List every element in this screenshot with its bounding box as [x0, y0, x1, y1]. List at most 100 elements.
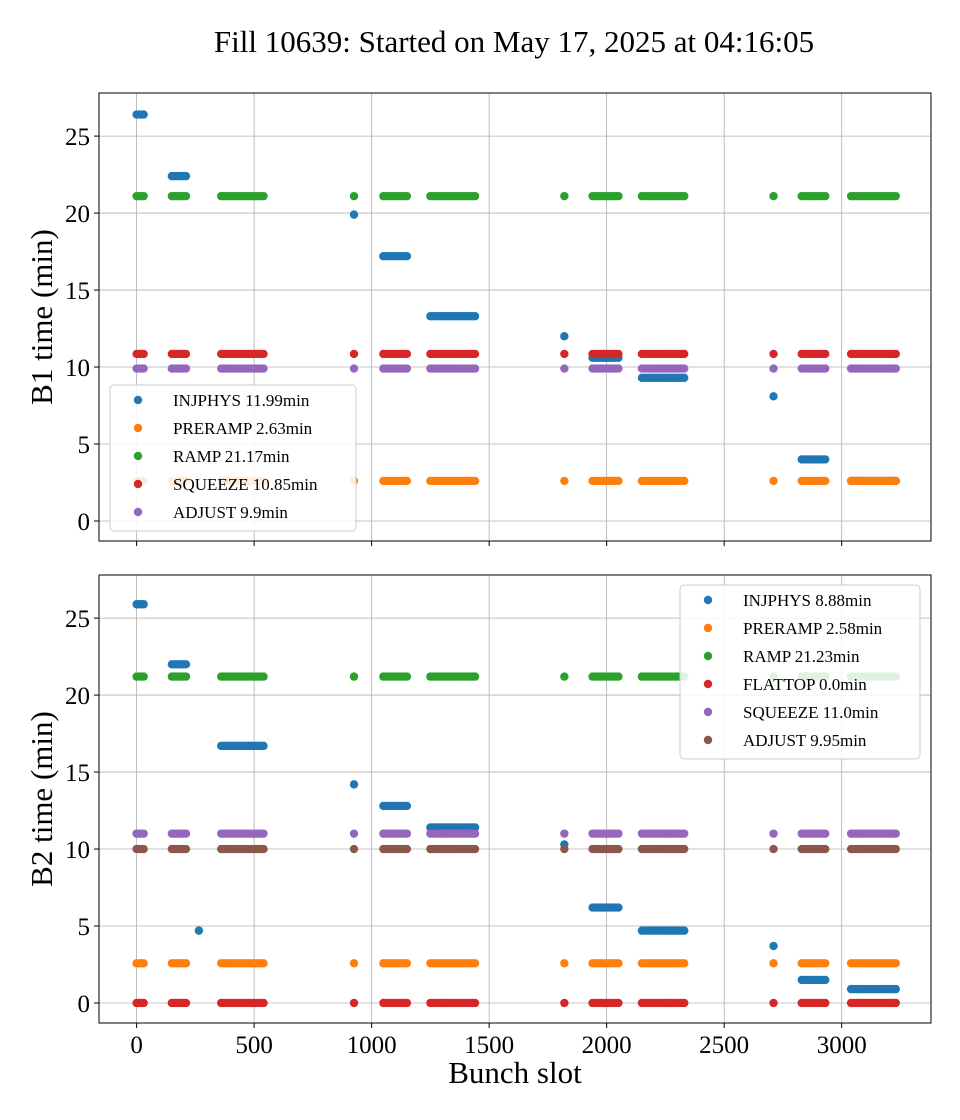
series-4 [132, 829, 900, 838]
legend-label: SQUEEZE 10.85min [173, 475, 318, 494]
data-point [821, 476, 830, 486]
data-point [181, 191, 191, 201]
data-point [680, 364, 689, 373]
data-point [769, 364, 778, 373]
x-tick-label: 2000 [582, 1032, 632, 1059]
data-point [402, 998, 412, 1008]
y-tick-label: 10 [65, 837, 90, 864]
axes-frame [98, 574, 932, 1024]
data-point [680, 191, 689, 201]
data-point [891, 998, 900, 1008]
data-point [139, 959, 148, 968]
data-point [614, 959, 623, 968]
data-point [680, 844, 689, 854]
data-point [680, 373, 689, 383]
y-tick-label: 20 [65, 683, 90, 710]
legend-marker [703, 679, 713, 689]
data-point [194, 926, 204, 935]
legend: INJPHYS 11.99min PRERAMP 2.63min RAMP 21.1… [109, 384, 357, 532]
series-5 [132, 844, 900, 854]
legend-label: ADJUST 9.9min [173, 503, 288, 522]
data-point [470, 349, 480, 359]
data-point [139, 364, 148, 373]
legend-label: INJPHYS 8.88min [743, 591, 872, 610]
x-tick-label: 1000 [347, 1032, 397, 1059]
y-tick-label: 0 [78, 509, 91, 536]
data-point [680, 476, 689, 486]
data-point [402, 191, 412, 201]
data-point [821, 998, 830, 1008]
data-point [891, 844, 900, 854]
data-point [402, 364, 412, 373]
data-point [470, 672, 480, 681]
legend-marker [703, 623, 713, 633]
data-point [614, 829, 623, 838]
data-point [614, 476, 623, 486]
data-point [614, 191, 623, 201]
data-point [769, 476, 778, 486]
data-point [769, 959, 778, 968]
legend-label: ADJUST 9.95min [743, 731, 867, 750]
legend-marker [133, 479, 143, 489]
data-point [680, 349, 689, 359]
data-point [259, 741, 268, 751]
axes-frame [98, 92, 932, 542]
data-point [891, 364, 900, 373]
legend-marker [703, 651, 713, 661]
legend-label: FLATTOP 0.0min [743, 675, 867, 694]
data-point [821, 829, 830, 838]
data-point [560, 364, 569, 373]
data-point [349, 844, 359, 854]
data-point [139, 349, 148, 359]
data-point [560, 844, 569, 854]
series-1 [132, 959, 900, 968]
data-point [402, 829, 412, 838]
data-point [560, 476, 569, 486]
y-tick-label: 5 [78, 914, 91, 941]
data-point [349, 829, 359, 838]
data-point [349, 210, 359, 219]
legend-marker [133, 423, 143, 433]
data-point [821, 349, 830, 359]
legend-marker [133, 451, 143, 461]
data-point [821, 191, 830, 201]
data-point [259, 672, 268, 681]
series-4 [132, 364, 900, 373]
data-point [891, 959, 900, 968]
data-point [181, 959, 191, 968]
legend-label: RAMP 21.17min [173, 447, 290, 466]
x-tick-label: 3000 [817, 1032, 867, 1059]
data-point [680, 959, 689, 968]
data-point [560, 332, 569, 341]
series-3 [132, 998, 900, 1008]
data-point [349, 349, 359, 359]
data-point [614, 364, 623, 373]
data-point [891, 349, 900, 359]
data-point [259, 349, 268, 359]
data-point [821, 959, 830, 968]
data-point [769, 191, 778, 201]
legend-marker [133, 395, 143, 405]
data-point [769, 998, 778, 1008]
y-tick-label: 10 [65, 355, 90, 382]
data-point [769, 941, 778, 951]
data-point [139, 998, 148, 1008]
data-point [402, 844, 412, 854]
data-point [349, 191, 359, 201]
legend-label: PRERAMP 2.58min [743, 619, 883, 638]
data-point [181, 349, 191, 359]
data-point [402, 476, 412, 486]
x-tick-label: 500 [235, 1032, 273, 1059]
series-3 [132, 349, 900, 359]
data-point [402, 251, 412, 261]
data-point [821, 975, 830, 985]
data-point [139, 672, 148, 681]
data-point [349, 998, 359, 1008]
data-point [181, 171, 191, 181]
series-2 [132, 191, 900, 201]
data-point [470, 998, 480, 1008]
data-point [139, 844, 148, 854]
data-point [181, 364, 191, 373]
data-point [139, 110, 148, 119]
